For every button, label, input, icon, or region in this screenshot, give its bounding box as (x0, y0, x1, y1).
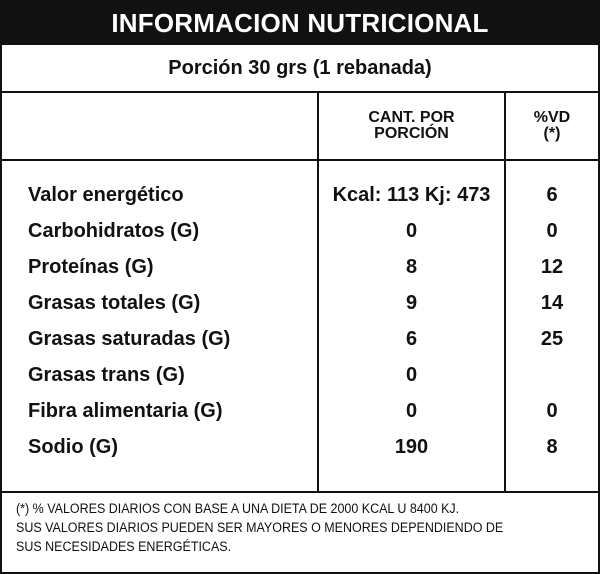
column-divider-left (317, 93, 319, 491)
nutrient-row: Sodio (G) 190 8 (2, 430, 598, 466)
nutrient-dv: 0 (546, 400, 558, 422)
column-divider-right (504, 93, 506, 491)
header-divider (2, 159, 598, 161)
nutrient-amount: 0 (405, 400, 418, 422)
column-header-dv-line1: %VD (533, 109, 571, 126)
serving-size: Porción 30 grs (1 rebanada) (2, 45, 598, 93)
nutrient-dv: 25 (540, 328, 564, 350)
nutrient-name: Grasas trans (G) (28, 364, 185, 386)
nutrient-name: Fibra alimentaria (G) (28, 400, 223, 422)
nutrient-name: Grasas saturadas (G) (28, 328, 231, 350)
label-title: INFORMACION NUTRICIONAL (2, 2, 598, 45)
column-header-amount: CANT. POR PORCIÓN (319, 93, 504, 159)
nutrient-row: Grasas trans (G) 0 (2, 358, 598, 394)
nutrient-name: Grasas totales (G) (28, 292, 201, 314)
nutrient-name: Sodio (G) (28, 436, 118, 458)
nutrient-amount: 8 (405, 256, 418, 278)
footnote-divider (2, 491, 598, 493)
nutrient-row: Valor energético Kcal: 113 Kj: 473 6 (2, 178, 598, 214)
nutrient-row: Carbohidratos (G) 0 0 (2, 214, 598, 250)
nutrient-amount: 0 (405, 364, 418, 386)
footnote: (*) % VALORES DIARIOS CON BASE A UNA DIE… (16, 500, 588, 557)
footnote-line: SUS NECESIDADES ENERGÉTICAS. (16, 539, 232, 555)
nutrient-row: Fibra alimentaria (G) 0 0 (2, 394, 598, 430)
nutrient-dv: 12 (540, 256, 564, 278)
nutrient-row: Proteínas (G) 8 12 (2, 250, 598, 286)
nutrient-dv: 14 (540, 292, 564, 314)
nutrient-name: Carbohidratos (G) (28, 220, 200, 242)
nutrient-table: Valor energético Kcal: 113 Kj: 473 6 Car… (2, 178, 598, 466)
nutrient-dv: 8 (546, 436, 558, 458)
nutrient-dv: 0 (546, 220, 558, 242)
nutrient-row: Grasas totales (G) 9 14 (2, 286, 598, 322)
column-header-amount-line1: CANT. POR (368, 109, 455, 126)
footnote-line: SUS VALORES DIARIOS PUEDEN SER MAYORES O… (16, 520, 504, 536)
nutrient-dv: 6 (546, 184, 558, 206)
column-header-amount-line2: PORCIÓN (374, 125, 449, 142)
nutrient-amount: 6 (405, 328, 418, 350)
column-header-dv-line2: (*) (543, 125, 561, 142)
nutrient-amount: Kcal: 113 Kj: 473 (332, 184, 491, 206)
nutrient-amount: 190 (394, 436, 429, 458)
nutrient-row: Grasas saturadas (G) 6 25 (2, 322, 598, 358)
nutrient-name: Valor energético (28, 184, 184, 206)
footnote-line: (*) % VALORES DIARIOS CON BASE A UNA DIE… (16, 501, 460, 517)
nutrient-name: Proteínas (G) (28, 256, 154, 278)
nutrient-amount: 9 (405, 292, 418, 314)
column-header-dv: %VD (*) (506, 93, 598, 159)
nutrient-amount: 0 (405, 220, 418, 242)
